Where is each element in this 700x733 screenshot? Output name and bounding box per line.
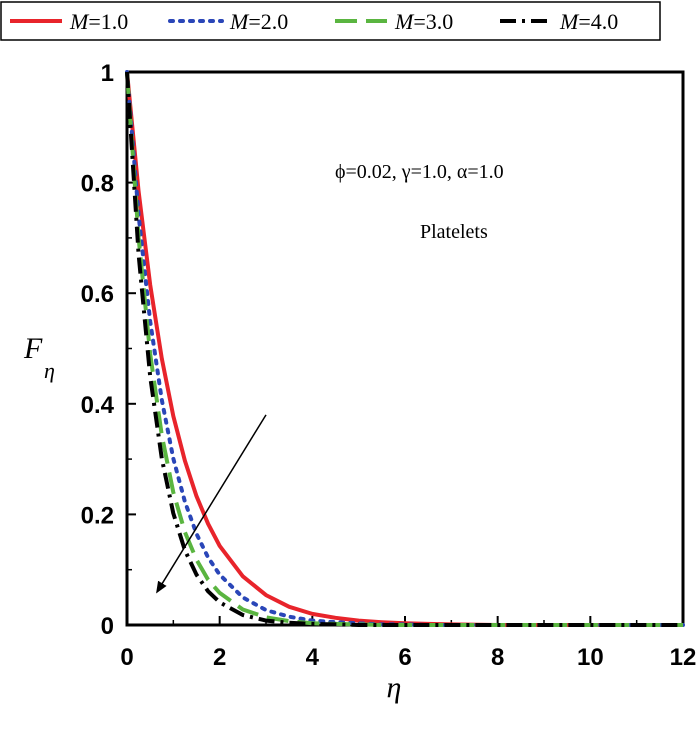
y-axis-label-main: F xyxy=(23,332,43,365)
y-tick-label: 0.2 xyxy=(81,502,114,529)
legend-label-m4: M=4.0 xyxy=(559,9,618,34)
legend-label-m3: M=3.0 xyxy=(394,9,453,34)
y-axis: 0 0.2 0.4 0.6 0.8 1 xyxy=(81,60,136,640)
x-tick-label: 6 xyxy=(398,644,411,671)
y-tick-label: 0.6 xyxy=(81,281,114,308)
legend-label-m1: M=1.0 xyxy=(69,9,128,34)
y-tick-label: 0.8 xyxy=(81,171,114,198)
y-axis-label-sub: η xyxy=(44,358,55,383)
legend: M=1.0 M=2.0 M=3.0 M=4.0 xyxy=(0,1,661,41)
series-line-m2 xyxy=(125,70,685,627)
y-tick-label: 0.4 xyxy=(81,392,115,419)
y-tick-label: 0 xyxy=(101,613,114,640)
x-axis: 0 2 4 6 8 10 12 xyxy=(120,616,696,671)
x-axis-label: η xyxy=(387,671,402,704)
x-tick-label: 10 xyxy=(577,644,604,671)
x-tick-label: 12 xyxy=(670,644,697,671)
series-layer xyxy=(125,70,685,627)
annotation-params: ϕ=0.02, γ=1.0, α=1.0 xyxy=(335,161,504,183)
x-tick-label: 2 xyxy=(213,644,226,671)
x-tick-label: 0 xyxy=(120,644,133,671)
annotation-platelets: Platelets xyxy=(420,221,488,243)
x-tick-label: 8 xyxy=(491,644,504,671)
y-axis-label: F η xyxy=(23,332,55,383)
trend-arrow xyxy=(156,414,267,594)
x-tick-label: 4 xyxy=(306,644,320,671)
series-line-m1 xyxy=(125,71,683,627)
legend-frame xyxy=(0,1,661,41)
series-line-m3 xyxy=(125,71,683,627)
plot-frame xyxy=(125,70,685,627)
legend-label-m2: M=2.0 xyxy=(229,9,288,34)
y-tick-label: 1 xyxy=(101,60,114,87)
series-line-m4 xyxy=(125,71,683,627)
